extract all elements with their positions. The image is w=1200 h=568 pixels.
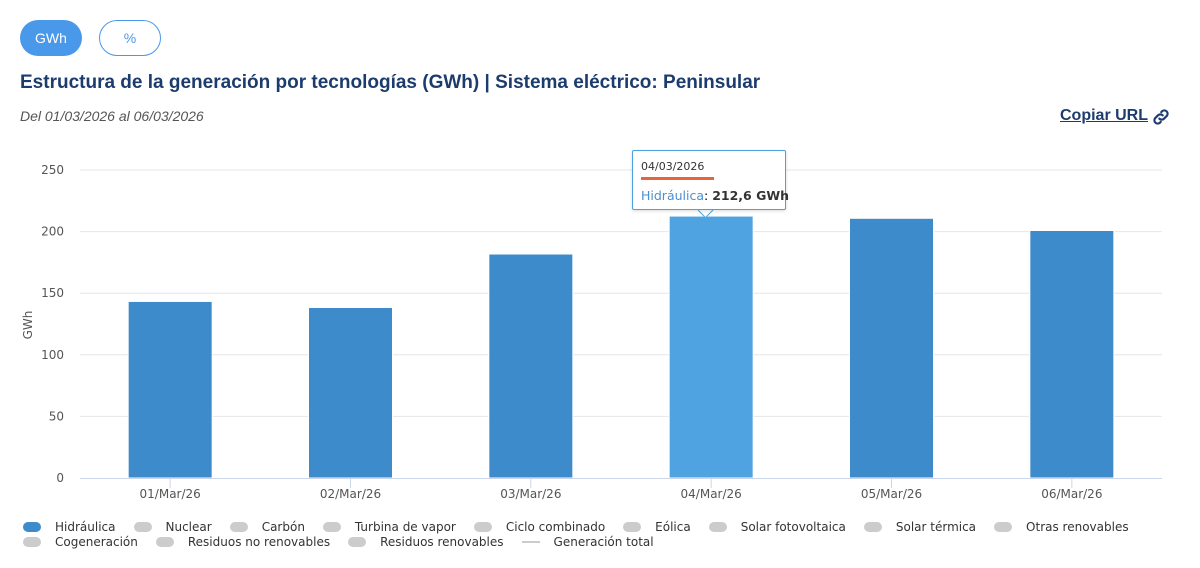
legend-swatch-icon bbox=[155, 536, 174, 547]
y-tick-label: 0 bbox=[56, 471, 64, 485]
legend-swatch-icon bbox=[23, 536, 41, 547]
legend-label: Residuos renovables bbox=[380, 534, 504, 549]
legend-label: Residuos no renovables bbox=[187, 534, 331, 549]
tooltip-series-name: Hidráulica bbox=[641, 188, 705, 203]
legend-item[interactable]: Carbón bbox=[227, 520, 305, 534]
legend-label: Ciclo combinado bbox=[505, 519, 606, 534]
legend-label: Eólica bbox=[655, 519, 691, 534]
date-range: Del 01/03/2026 al 06/03/2026 bbox=[20, 108, 204, 124]
bar-01-Mar-26[interactable] bbox=[127, 300, 213, 479]
x-tick-label: 05/Mar/26 bbox=[861, 487, 922, 501]
link-icon[interactable] bbox=[1151, 107, 1171, 127]
x-tick-label: 03/Mar/26 bbox=[500, 487, 561, 501]
legend-swatch-icon bbox=[229, 521, 248, 532]
y-tick-label: 150 bbox=[41, 286, 64, 300]
legend-item[interactable]: Residuos no renovables bbox=[153, 535, 330, 549]
tooltip-date: 04/03/2026 bbox=[641, 160, 705, 173]
legend-item[interactable]: Ciclo combinado bbox=[471, 520, 605, 534]
legend-item[interactable]: Residuos renovables bbox=[345, 534, 504, 549]
bar-chart: 0 50 100 150 200 250 GWh 01/Mar/26 02/Mar/26 03… bbox=[21, 163, 1162, 501]
x-axis-ticks: 01/Mar/26 02/Mar/26 03/Mar/26 04/Mar/26 05/M… bbox=[140, 478, 1102, 501]
legend-label: Cogeneración bbox=[55, 534, 138, 549]
y-tick-label: 200 bbox=[41, 225, 64, 239]
y-tick-label: 50 bbox=[49, 409, 64, 423]
copy-url-link[interactable]: Copiar URL bbox=[1060, 107, 1148, 124]
grid-lines bbox=[80, 169, 1162, 417]
x-tick-label: 01/Mar/26 bbox=[140, 487, 201, 501]
legend-item[interactable]: Solar fotovoltaica bbox=[706, 520, 846, 534]
percent-toggle-button[interactable]: % bbox=[99, 20, 161, 56]
legend-item[interactable]: Solar térmica bbox=[861, 520, 976, 534]
gwh-toggle-button[interactable]: GWh bbox=[20, 20, 82, 56]
legend-row: Hidráulica Nuclear Carbón Turbina de vapor C… bbox=[20, 519, 1180, 534]
legend-swatch-icon bbox=[23, 521, 41, 532]
bar-03-Mar-26[interactable] bbox=[488, 253, 574, 479]
tooltip-value: 212,6 GWh bbox=[712, 188, 790, 203]
bar-04-Mar-26[interactable] bbox=[668, 215, 754, 479]
legend-line-icon bbox=[521, 540, 540, 543]
legend-label: Carbón bbox=[261, 519, 305, 534]
legend-item[interactable]: Eólica bbox=[620, 520, 691, 534]
legend-swatch-icon bbox=[623, 521, 642, 532]
legend-swatch-icon bbox=[473, 521, 492, 532]
y-tick-label: 250 bbox=[41, 163, 64, 177]
y-axis-label: GWh bbox=[21, 311, 35, 340]
legend-label: Generación total bbox=[553, 534, 654, 549]
legend-item[interactable]: Nuclear bbox=[131, 520, 212, 534]
tooltip: 04/03/2026 Hidráulica: 212,6 GWh bbox=[632, 150, 789, 210]
tooltip-accent-line bbox=[641, 177, 714, 180]
legend-label: Solar fotovoltaica bbox=[740, 519, 846, 534]
chart-title: Estructura de la generación por tecnolog… bbox=[20, 72, 761, 93]
bar-02-Mar-26[interactable] bbox=[308, 306, 393, 479]
legend-swatch-icon bbox=[322, 521, 341, 532]
legend-swatch-icon bbox=[133, 521, 152, 532]
legend-swatch-icon bbox=[348, 536, 367, 547]
tooltip-row: Hidráulica: 212,6 GWh bbox=[641, 188, 789, 203]
legend-label: Turbina de vapor bbox=[354, 519, 456, 534]
chart-legend: Hidráulica Nuclear Carbón Turbina de vapor C… bbox=[20, 519, 1180, 549]
legend-swatch-icon bbox=[863, 521, 882, 532]
legend-item[interactable]: Otras renovables bbox=[991, 520, 1129, 534]
x-tick-label: 06/Mar/26 bbox=[1041, 487, 1102, 501]
legend-label: Solar térmica bbox=[895, 519, 977, 534]
bars bbox=[127, 215, 1115, 479]
legend-row: Cogeneración Residuos no renovables Residu… bbox=[20, 534, 1180, 549]
legend-label: Otras renovables bbox=[1026, 519, 1129, 534]
legend-swatch-icon bbox=[708, 521, 727, 532]
legend-item[interactable]: Turbina de vapor bbox=[320, 520, 456, 534]
bar-05-Mar-26[interactable] bbox=[849, 217, 934, 479]
y-tick-label: 100 bbox=[41, 348, 64, 362]
x-tick-label: 04/Mar/26 bbox=[681, 487, 742, 501]
tooltip-separator: : bbox=[704, 188, 713, 203]
x-tick-label: 02/Mar/26 bbox=[320, 487, 381, 501]
y-axis-ticks: 0 50 100 150 200 250 bbox=[41, 163, 64, 485]
legend-label: Hidráulica bbox=[55, 519, 116, 534]
legend-item[interactable]: Cogeneración bbox=[20, 535, 138, 549]
legend-item[interactable]: Hidráulica bbox=[20, 520, 116, 534]
bar-06-Mar-26[interactable] bbox=[1029, 229, 1115, 479]
legend-label: Nuclear bbox=[165, 519, 212, 534]
legend-swatch-icon bbox=[994, 521, 1013, 532]
legend-item[interactable]: Generación total bbox=[519, 535, 654, 549]
